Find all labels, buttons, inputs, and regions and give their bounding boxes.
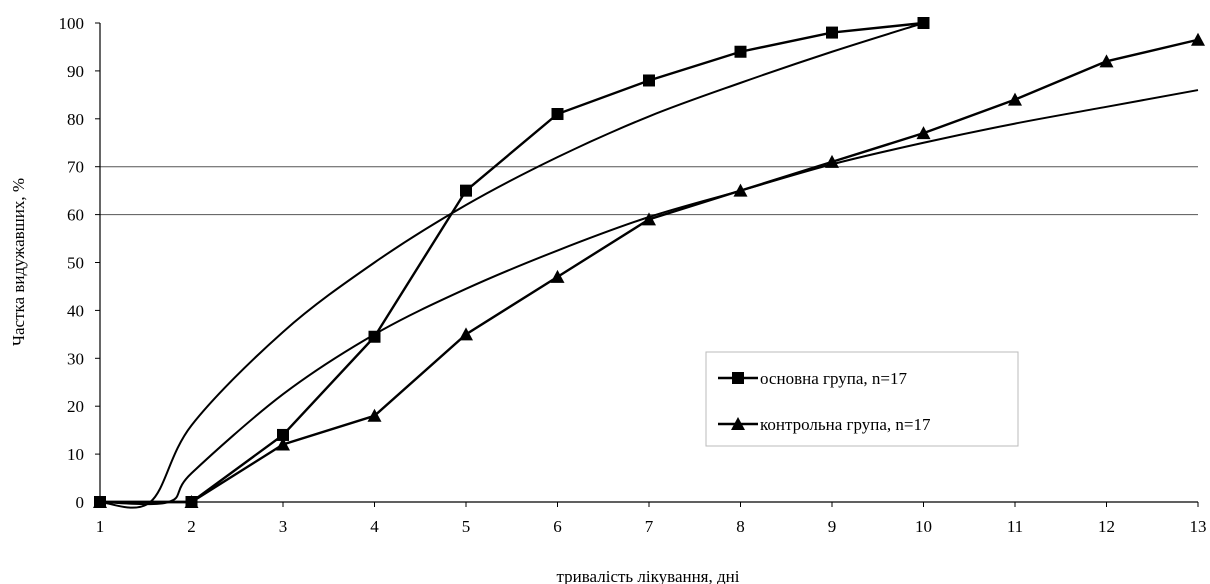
series-2-point-5 [459, 327, 473, 341]
series-2-point-1 [93, 495, 107, 508]
legend-marker-2 [731, 417, 745, 430]
legend: основна група, n=17 контрольна група, n=1… [705, 351, 1019, 447]
series-1-point-4 [368, 330, 381, 343]
x-tick-label-12: 12 [1098, 517, 1115, 536]
x-tick-label-7: 7 [645, 517, 654, 536]
data-series [93, 17, 1205, 508]
legend-box [705, 351, 1019, 447]
x-tick-label-3: 3 [279, 517, 288, 536]
x-tick-label-10: 10 [915, 517, 932, 536]
series-1-point-5 [460, 184, 472, 197]
x-tick-label-6: 6 [553, 517, 562, 536]
series-2-point-7 [642, 212, 656, 226]
y-tick-label-40: 40 [67, 301, 84, 320]
series-2-point-10 [916, 126, 931, 140]
series-2-point-13 [1191, 32, 1205, 46]
x-tick-label-13: 13 [1190, 517, 1207, 536]
series-1-point-9 [826, 26, 838, 39]
series-2-point-4 [367, 408, 382, 422]
y-tick-label-0: 0 [76, 493, 85, 512]
legend-label-2: контрольна група, n=17 [760, 415, 931, 434]
series-line-2 [100, 38, 1199, 504]
trendline-2 [99, 89, 1199, 506]
x-tick-label-9: 9 [828, 517, 837, 536]
series-2-point-9 [825, 154, 839, 168]
y-tick-label-100: 100 [59, 14, 85, 33]
x-tick-label-1: 1 [96, 517, 105, 536]
y-tick-label-20: 20 [67, 397, 84, 416]
series-2-point-12 [1099, 54, 1114, 68]
x-tick-label-8: 8 [736, 517, 745, 536]
trendline-1 [99, 22, 924, 509]
series-1-point-8 [734, 45, 747, 58]
trendlines [99, 22, 1199, 509]
series-line-1 [100, 21, 924, 504]
x-tick-label-11: 11 [1007, 517, 1023, 536]
x-axis-title: тривалість лікування, дні [557, 567, 740, 584]
y-tick-label-50: 50 [67, 254, 84, 273]
y-tick-label-10: 10 [67, 445, 84, 464]
series-1-point-6 [551, 108, 564, 121]
y-tick-label-90: 90 [67, 62, 84, 81]
x-tick-label-4: 4 [370, 517, 379, 536]
legend-label-1: основна група, n=17 [760, 369, 907, 388]
y-tick-label-80: 80 [67, 110, 84, 129]
x-tick-label-2: 2 [187, 517, 196, 536]
series-1-point-7 [643, 74, 655, 87]
legend-marker-1 [732, 372, 744, 384]
y-tick-label-60: 60 [67, 206, 84, 225]
x-tick-label-5: 5 [462, 517, 471, 536]
series-1-point-3 [277, 428, 289, 441]
series-2-point-8 [733, 183, 748, 197]
y-tick-label-30: 30 [67, 349, 84, 368]
y-axis-title: Частка видужавших, % [9, 178, 28, 346]
y-tick-label-70: 70 [67, 158, 84, 177]
series-2-point-6 [550, 269, 565, 283]
series-2-point-2 [184, 495, 199, 508]
gridlines [100, 166, 1198, 216]
series-1-point-10 [917, 17, 930, 29]
series-2-point-3 [276, 437, 290, 451]
series-2-point-11 [1008, 92, 1022, 106]
